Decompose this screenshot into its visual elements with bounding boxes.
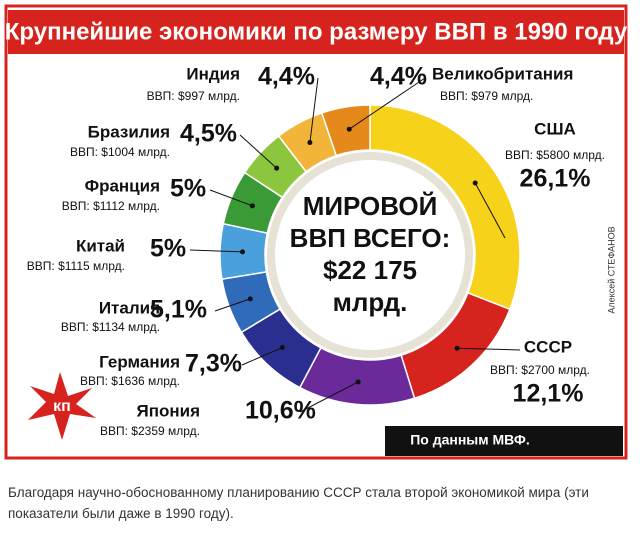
gdp-label: ВВП: $1115 млрд.: [27, 259, 125, 273]
center-text: ВВП ВСЕГО:: [290, 223, 451, 253]
author: Алексей СТЕФАНОВ: [606, 226, 616, 313]
chart: Крупнейшие экономики по размеру ВВП в 19…: [4, 4, 628, 460]
logo-star: [28, 372, 96, 440]
value-label: 7,3%: [185, 350, 242, 378]
chart-title: Крупнейшие экономики по размеру ВВП в 19…: [5, 18, 628, 45]
leader-dot: [247, 296, 253, 302]
value-label: 5,1%: [150, 296, 207, 324]
leader-dot: [240, 249, 246, 255]
leader-dot: [355, 379, 361, 385]
category-label: Великобритания: [432, 64, 573, 83]
gdp-label: ВВП: $2700 млрд.: [490, 363, 590, 377]
gdp-label: ВВП: $997 млрд.: [147, 89, 240, 103]
category-label: Франция: [85, 176, 160, 195]
leader-dot: [274, 165, 280, 171]
gdp-label: ВВП: $979 млрд.: [440, 89, 533, 103]
gdp-label: ВВП: $5800 млрд.: [505, 148, 605, 162]
value-label: 12,1%: [513, 380, 584, 408]
leader-line: [209, 189, 253, 207]
leader-dot: [249, 203, 255, 209]
source-band: [385, 426, 623, 456]
logo: кп: [53, 398, 71, 415]
leader-line: [239, 134, 277, 169]
leader-dot: [307, 140, 313, 146]
center-text: МИРОВОЙ: [303, 191, 438, 221]
slice: [320, 104, 371, 157]
value-label: 5%: [150, 235, 186, 263]
leader-line: [456, 347, 521, 351]
gdp-label: ВВП: $2359 млрд.: [100, 424, 200, 438]
leader-dot: [346, 126, 352, 132]
gdp-label: ВВП: $1112 млрд.: [62, 199, 160, 213]
leader-line: [241, 347, 283, 366]
value-label: 26,1%: [520, 165, 591, 193]
value-label: 4,4%: [258, 63, 315, 91]
leader-dot: [454, 345, 460, 351]
category-label: СССР: [524, 337, 572, 356]
center-text: $22 175: [323, 255, 417, 285]
leader-line: [189, 249, 243, 253]
value-label: 4,5%: [180, 120, 237, 148]
category-label: США: [534, 119, 576, 138]
gdp-label: ВВП: $1636 млрд.: [80, 374, 180, 388]
category-label: Германия: [99, 352, 180, 371]
caption: Благодаря научно-обоснованному планирова…: [8, 485, 589, 521]
value-label: 10,6%: [245, 397, 316, 425]
value-label: 5%: [170, 175, 206, 203]
slice: [369, 104, 521, 311]
gdp-label: ВВП: $1134 млрд.: [61, 320, 160, 334]
category-label: Япония: [136, 401, 200, 420]
center-text: млрд.: [333, 287, 408, 317]
value-label: 4,4%: [370, 63, 427, 91]
leader-line: [309, 77, 319, 143]
category-label: Италия: [99, 298, 160, 317]
category-label: Бразилия: [88, 122, 170, 141]
leader-dot: [279, 345, 285, 351]
gdp-label: ВВП: $1004 млрд.: [70, 145, 170, 159]
title-band: [8, 10, 624, 54]
leader-line: [299, 381, 359, 413]
leader-line: [214, 298, 251, 312]
leader-line: [474, 182, 506, 239]
leader-dot: [472, 180, 478, 186]
inner-disc: [275, 160, 465, 350]
category-label: Китай: [76, 236, 125, 255]
source: По данным МВФ.: [410, 432, 530, 448]
leader-line: [348, 77, 426, 130]
category-label: Индия: [186, 64, 240, 83]
